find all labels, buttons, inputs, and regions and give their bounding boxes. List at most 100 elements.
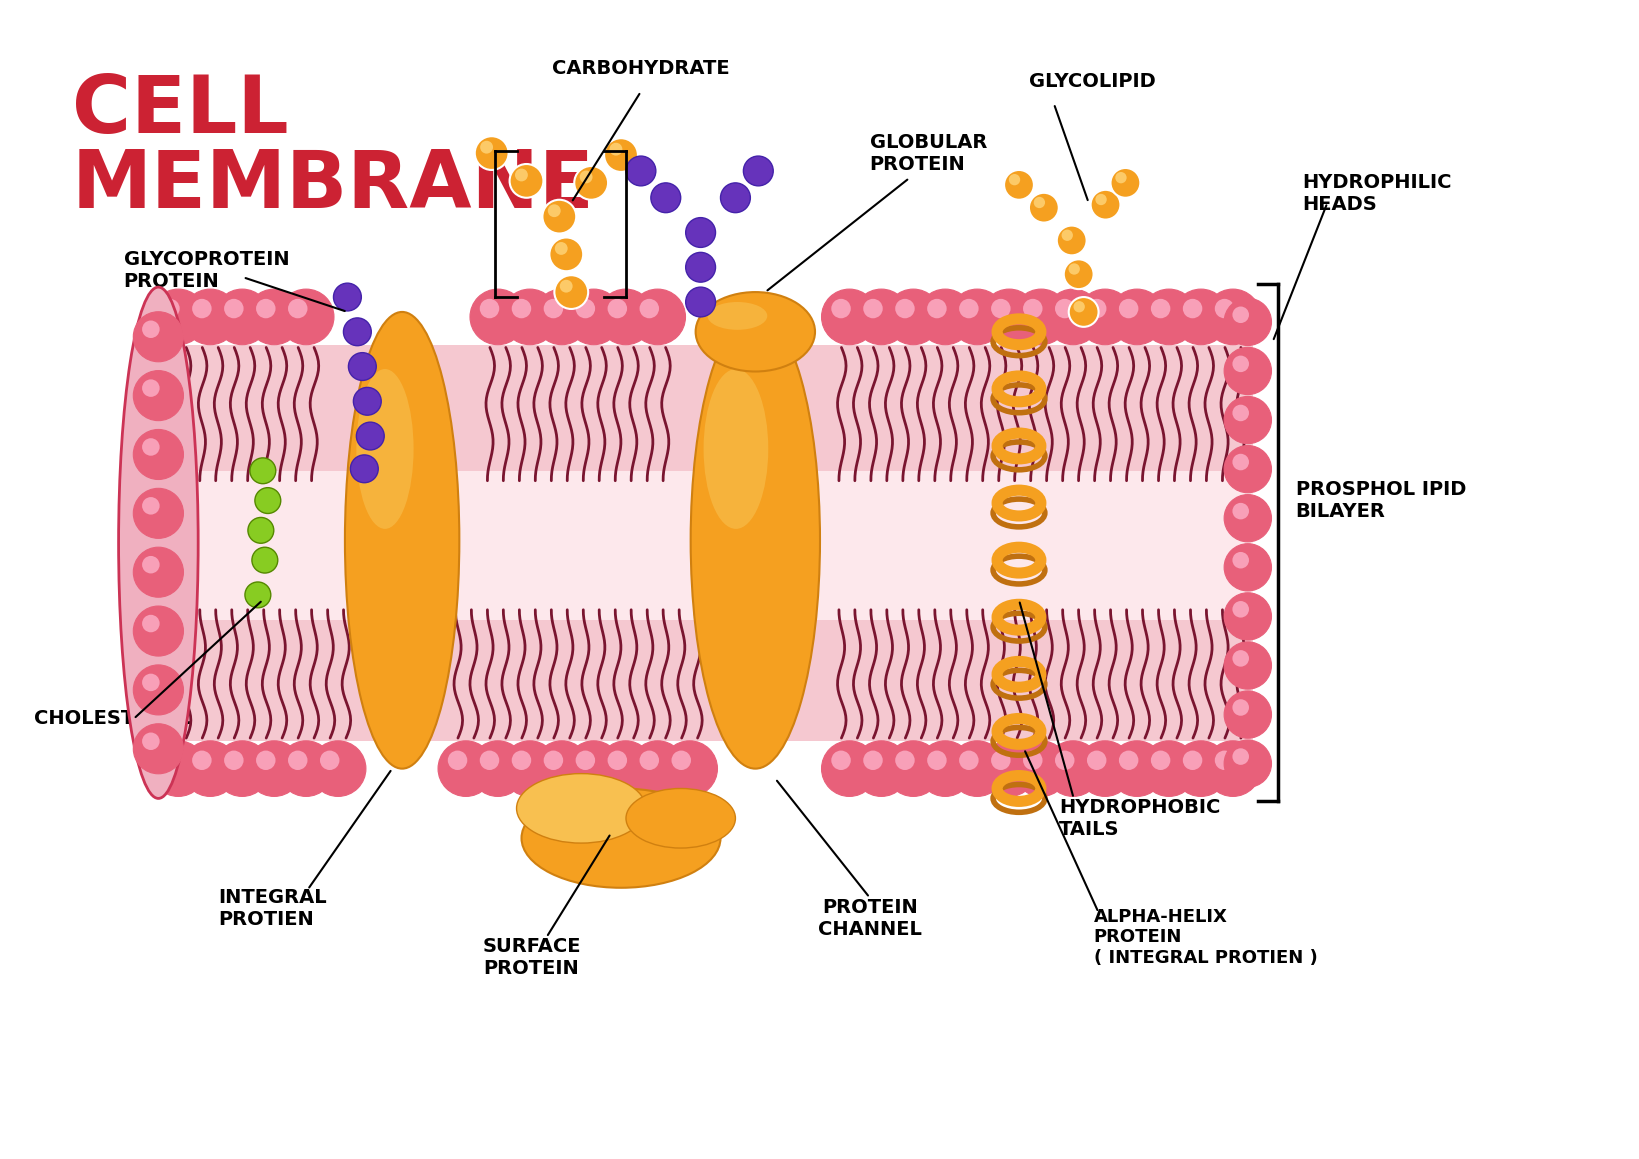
- Circle shape: [1062, 229, 1074, 241]
- Circle shape: [918, 289, 974, 344]
- Circle shape: [1141, 289, 1196, 344]
- Circle shape: [320, 751, 339, 770]
- Circle shape: [480, 751, 500, 770]
- Circle shape: [821, 289, 877, 344]
- Circle shape: [1183, 751, 1203, 770]
- Ellipse shape: [344, 312, 459, 768]
- Circle shape: [549, 238, 583, 271]
- Circle shape: [333, 283, 361, 311]
- Circle shape: [215, 289, 270, 344]
- Text: PROTEIN
CHANNEL: PROTEIN CHANNEL: [818, 898, 921, 939]
- Circle shape: [895, 299, 915, 319]
- Circle shape: [565, 289, 621, 344]
- Text: HYDROPHOBIC
TAILS: HYDROPHOBIC TAILS: [1059, 799, 1219, 839]
- Circle shape: [1090, 190, 1121, 219]
- Circle shape: [1233, 602, 1249, 618]
- Circle shape: [598, 289, 654, 344]
- Circle shape: [480, 299, 500, 319]
- Circle shape: [349, 352, 377, 380]
- Circle shape: [1064, 260, 1093, 289]
- Circle shape: [959, 299, 978, 319]
- Circle shape: [246, 289, 302, 344]
- Circle shape: [1087, 299, 1106, 319]
- Circle shape: [143, 556, 159, 574]
- Circle shape: [143, 673, 159, 691]
- Circle shape: [225, 299, 244, 319]
- Circle shape: [864, 751, 883, 770]
- Circle shape: [1233, 356, 1249, 372]
- Circle shape: [470, 741, 526, 796]
- Circle shape: [225, 751, 244, 770]
- Circle shape: [143, 438, 159, 455]
- Circle shape: [344, 318, 372, 345]
- Circle shape: [1111, 168, 1141, 198]
- Circle shape: [1174, 741, 1229, 796]
- Circle shape: [854, 741, 910, 796]
- Circle shape: [928, 299, 947, 319]
- Circle shape: [544, 751, 564, 770]
- Circle shape: [685, 218, 716, 247]
- Circle shape: [502, 289, 557, 344]
- Circle shape: [279, 289, 334, 344]
- Circle shape: [1174, 289, 1229, 344]
- Circle shape: [928, 751, 947, 770]
- Circle shape: [598, 741, 654, 796]
- Circle shape: [1013, 741, 1069, 796]
- Circle shape: [182, 741, 238, 796]
- Circle shape: [1224, 544, 1272, 591]
- Circle shape: [831, 751, 851, 770]
- Circle shape: [1233, 699, 1249, 716]
- Circle shape: [685, 287, 716, 316]
- Circle shape: [515, 168, 528, 182]
- Circle shape: [192, 751, 211, 770]
- Ellipse shape: [708, 302, 767, 330]
- Circle shape: [534, 289, 590, 344]
- Circle shape: [133, 665, 184, 715]
- Circle shape: [438, 741, 493, 796]
- Circle shape: [1214, 299, 1234, 319]
- Circle shape: [672, 751, 692, 770]
- Circle shape: [1205, 289, 1260, 344]
- Circle shape: [885, 741, 941, 796]
- Circle shape: [854, 289, 910, 344]
- Ellipse shape: [690, 312, 820, 768]
- Circle shape: [1077, 289, 1133, 344]
- Circle shape: [629, 741, 685, 796]
- Circle shape: [608, 299, 628, 319]
- Circle shape: [246, 741, 302, 796]
- Circle shape: [639, 751, 659, 770]
- Circle shape: [256, 488, 280, 513]
- Circle shape: [351, 454, 379, 482]
- Circle shape: [510, 165, 544, 198]
- Circle shape: [1233, 503, 1249, 519]
- Circle shape: [544, 299, 564, 319]
- Circle shape: [821, 741, 877, 796]
- Circle shape: [629, 289, 685, 344]
- Circle shape: [1023, 751, 1042, 770]
- Circle shape: [151, 741, 207, 796]
- Circle shape: [580, 170, 593, 183]
- Text: GLYCOLIPID: GLYCOLIPID: [1029, 72, 1155, 90]
- Circle shape: [161, 299, 180, 319]
- Circle shape: [279, 741, 334, 796]
- Ellipse shape: [703, 369, 769, 529]
- Ellipse shape: [516, 773, 646, 843]
- Circle shape: [575, 751, 595, 770]
- Circle shape: [1233, 552, 1249, 569]
- Circle shape: [918, 741, 974, 796]
- Circle shape: [1029, 192, 1059, 223]
- Circle shape: [992, 299, 1011, 319]
- Circle shape: [133, 430, 184, 480]
- Circle shape: [1110, 289, 1165, 344]
- Text: PROSPHOL IPID
BILAYER: PROSPHOL IPID BILAYER: [1295, 480, 1465, 522]
- Circle shape: [244, 582, 270, 607]
- Circle shape: [133, 371, 184, 421]
- Circle shape: [1095, 194, 1106, 205]
- Circle shape: [626, 156, 656, 185]
- Circle shape: [1013, 289, 1069, 344]
- Text: ALPHA-HELIX
PROTEIN
( INTEGRAL PROTIEN ): ALPHA-HELIX PROTEIN ( INTEGRAL PROTIEN ): [1093, 907, 1318, 968]
- Circle shape: [182, 289, 238, 344]
- Ellipse shape: [695, 292, 815, 372]
- Circle shape: [1056, 299, 1075, 319]
- Circle shape: [554, 275, 588, 309]
